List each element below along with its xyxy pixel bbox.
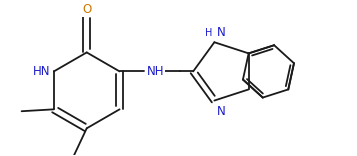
Text: H: H [205, 28, 212, 38]
Text: HN: HN [33, 65, 50, 78]
Text: NH: NH [147, 65, 164, 78]
Text: N: N [217, 105, 226, 118]
Text: N: N [217, 26, 226, 39]
Text: O: O [82, 3, 91, 16]
